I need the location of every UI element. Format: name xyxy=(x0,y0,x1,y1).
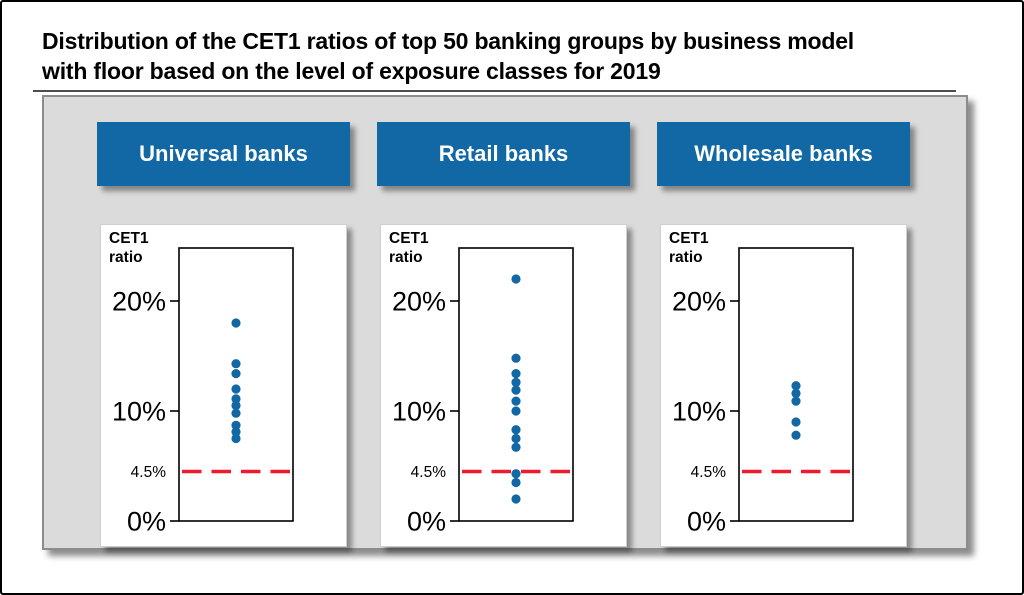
y-axis-label-line1: CET1 xyxy=(109,230,149,247)
y-axis-label-line2: ratio xyxy=(669,249,703,266)
svg-text:4.5%: 4.5% xyxy=(131,464,167,481)
page-title-line2: with floor based on the level of exposur… xyxy=(42,58,661,84)
y-axis-label: CET1 ratio xyxy=(109,229,149,267)
y-axis-label-line2: ratio xyxy=(389,249,423,266)
svg-text:4.5%: 4.5% xyxy=(691,464,727,481)
svg-text:0%: 0% xyxy=(687,507,726,537)
y-axis-label-line1: CET1 xyxy=(389,230,429,247)
bank-header-universal: Universal banks xyxy=(97,122,350,186)
svg-text:10%: 10% xyxy=(112,397,166,427)
page-title: Distribution of the CET1 ratios of top 5… xyxy=(42,26,982,86)
bank-column-retail: Retail banks CET1 ratio 20% 10% 4.5% 0% xyxy=(377,122,630,547)
chart-card-universal: CET1 ratio 20% 10% 4.5% 0% xyxy=(100,224,347,547)
chart-panel: Universal banks CET1 ratio 20% 10% 4.5% 0% … xyxy=(42,95,968,550)
bank-column-wholesale: Wholesale banks CET1 ratio 20% 10% 4.5% 0% xyxy=(657,122,910,547)
scatter-plot-retail: 20% 10% 4.5% 0% xyxy=(392,247,574,537)
chart-card-retail: CET1 ratio 20% 10% 4.5% 0% xyxy=(380,224,627,547)
scatter-plot-universal: 20% 10% 4.5% 0% xyxy=(112,247,294,537)
svg-text:0%: 0% xyxy=(407,507,446,537)
y-axis-label: CET1 ratio xyxy=(389,229,429,267)
bank-column-universal: Universal banks CET1 ratio 20% 10% 4.5% 0% xyxy=(97,122,350,547)
svg-text:10%: 10% xyxy=(672,397,726,427)
title-underline xyxy=(33,90,956,92)
svg-text:4.5%: 4.5% xyxy=(411,464,447,481)
y-axis-label-line2: ratio xyxy=(109,249,143,266)
svg-text:20%: 20% xyxy=(392,287,446,317)
svg-text:20%: 20% xyxy=(112,287,166,317)
bank-header-wholesale: Wholesale banks xyxy=(657,122,910,186)
chart-card-wholesale: CET1 ratio 20% 10% 4.5% 0% xyxy=(660,224,907,547)
svg-text:10%: 10% xyxy=(392,397,446,427)
page-title-line1: Distribution of the CET1 ratios of top 5… xyxy=(42,28,854,54)
svg-text:20%: 20% xyxy=(672,287,726,317)
y-axis-label: CET1 ratio xyxy=(669,229,709,267)
bank-header-retail: Retail banks xyxy=(377,122,630,186)
svg-text:0%: 0% xyxy=(127,507,166,537)
scatter-plot-wholesale: 20% 10% 4.5% 0% xyxy=(672,247,854,537)
y-axis-label-line1: CET1 xyxy=(669,230,709,247)
